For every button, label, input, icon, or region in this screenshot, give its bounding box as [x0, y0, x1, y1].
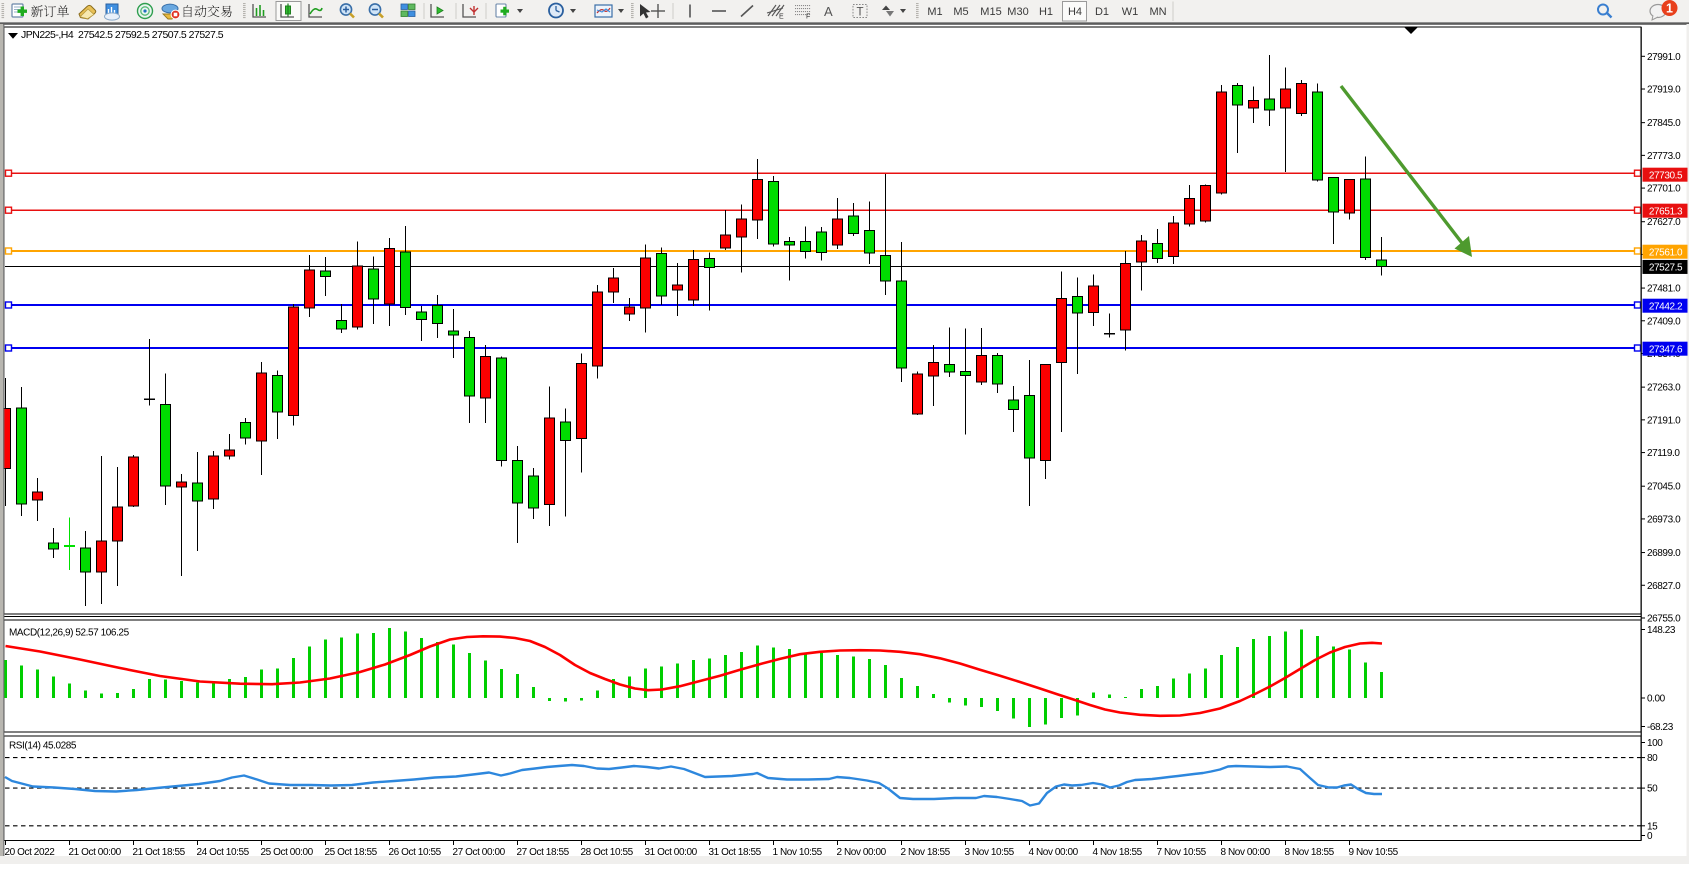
svg-text:H1: H1: [1039, 6, 1053, 18]
svg-text:27481.0: 27481.0: [1647, 284, 1681, 295]
svg-text:21 Oct 00:00: 21 Oct 00:00: [69, 847, 122, 858]
svg-text:27730.5: 27730.5: [1649, 170, 1683, 181]
svg-text:148.23: 148.23: [1647, 625, 1676, 636]
svg-text:26899.0: 26899.0: [1647, 548, 1681, 559]
svg-text:1: 1: [1666, 2, 1673, 16]
svg-text:27263.0: 27263.0: [1647, 383, 1681, 394]
svg-text:27561.0: 27561.0: [1649, 248, 1683, 259]
svg-text:27651.3: 27651.3: [1649, 206, 1683, 217]
svg-text:21 Oct 18:55: 21 Oct 18:55: [133, 847, 186, 858]
svg-text:JPN225-,H4 27542.5 27592.5 27: JPN225-,H4 27542.5 27592.5 27507.5 27527…: [21, 29, 224, 41]
svg-text:MACD(12,26,9) 52.57 106.25: MACD(12,26,9) 52.57 106.25: [9, 628, 130, 639]
svg-text:27773.0: 27773.0: [1647, 151, 1681, 162]
svg-text:4 Nov 00:00: 4 Nov 00:00: [1029, 847, 1079, 858]
svg-text:27191.0: 27191.0: [1647, 415, 1681, 426]
svg-text:8 Nov 18:55: 8 Nov 18:55: [1285, 847, 1335, 858]
svg-text:D1: D1: [1095, 6, 1109, 18]
svg-text:8 Nov 00:00: 8 Nov 00:00: [1221, 847, 1271, 858]
svg-text:RSI(14) 45.0285: RSI(14) 45.0285: [9, 741, 77, 752]
svg-text:80: 80: [1647, 753, 1658, 764]
svg-text:27 Oct 18:55: 27 Oct 18:55: [517, 847, 570, 858]
svg-text:M1: M1: [927, 6, 942, 18]
svg-text:27442.2: 27442.2: [1649, 301, 1683, 312]
svg-text:26 Oct 10:55: 26 Oct 10:55: [389, 847, 442, 858]
svg-text:26755.0: 26755.0: [1647, 613, 1681, 624]
svg-text:31 Oct 00:00: 31 Oct 00:00: [645, 847, 698, 858]
svg-text:M5: M5: [953, 6, 968, 18]
svg-text:M30: M30: [1007, 6, 1028, 18]
svg-text:28 Oct 10:55: 28 Oct 10:55: [581, 847, 634, 858]
svg-text:25 Oct 00:00: 25 Oct 00:00: [261, 847, 314, 858]
svg-text:20 Oct 2022: 20 Oct 2022: [5, 847, 56, 858]
svg-text:MN: MN: [1149, 6, 1166, 18]
svg-text:F: F: [806, 14, 810, 21]
svg-text:27045.0: 27045.0: [1647, 482, 1681, 493]
svg-text:9 Nov 10:55: 9 Nov 10:55: [1349, 847, 1399, 858]
svg-text:24 Oct 10:55: 24 Oct 10:55: [197, 847, 250, 858]
svg-text:T: T: [857, 7, 864, 19]
svg-text:100: 100: [1647, 738, 1663, 749]
svg-text:27409.0: 27409.0: [1647, 316, 1681, 327]
svg-text:H4: H4: [1068, 6, 1082, 18]
svg-text:27 Oct 00:00: 27 Oct 00:00: [453, 847, 506, 858]
svg-text:27991.0: 27991.0: [1647, 52, 1681, 63]
svg-text:26973.0: 26973.0: [1647, 514, 1681, 525]
svg-text:2 Nov 18:55: 2 Nov 18:55: [901, 847, 951, 858]
svg-text:27701.0: 27701.0: [1647, 184, 1681, 195]
svg-text:27527.5: 27527.5: [1649, 263, 1683, 274]
svg-text:0: 0: [1647, 831, 1653, 842]
svg-text:2 Nov 00:00: 2 Nov 00:00: [837, 847, 887, 858]
svg-text:25 Oct 18:55: 25 Oct 18:55: [325, 847, 378, 858]
svg-text:1 Nov 10:55: 1 Nov 10:55: [773, 847, 823, 858]
svg-text:27627.0: 27627.0: [1647, 217, 1681, 228]
svg-text:3 Nov 10:55: 3 Nov 10:55: [965, 847, 1015, 858]
svg-text:4 Nov 18:55: 4 Nov 18:55: [1093, 847, 1143, 858]
svg-text:E: E: [779, 14, 784, 21]
svg-text:27119.0: 27119.0: [1647, 448, 1680, 459]
svg-text:-68.23: -68.23: [1647, 722, 1674, 733]
svg-text:M15: M15: [980, 6, 1001, 18]
svg-text:27845.0: 27845.0: [1647, 118, 1681, 129]
svg-text:0.00: 0.00: [1647, 694, 1666, 705]
svg-text:31 Oct 18:55: 31 Oct 18:55: [709, 847, 762, 858]
svg-text:7 Nov 10:55: 7 Nov 10:55: [1157, 847, 1207, 858]
svg-text:27347.6: 27347.6: [1649, 344, 1683, 355]
svg-text:26827.0: 26827.0: [1647, 581, 1681, 592]
svg-text:50: 50: [1647, 784, 1658, 795]
svg-text:W1: W1: [1122, 6, 1139, 18]
svg-text:A: A: [824, 4, 833, 19]
svg-text:27919.0: 27919.0: [1647, 85, 1681, 96]
